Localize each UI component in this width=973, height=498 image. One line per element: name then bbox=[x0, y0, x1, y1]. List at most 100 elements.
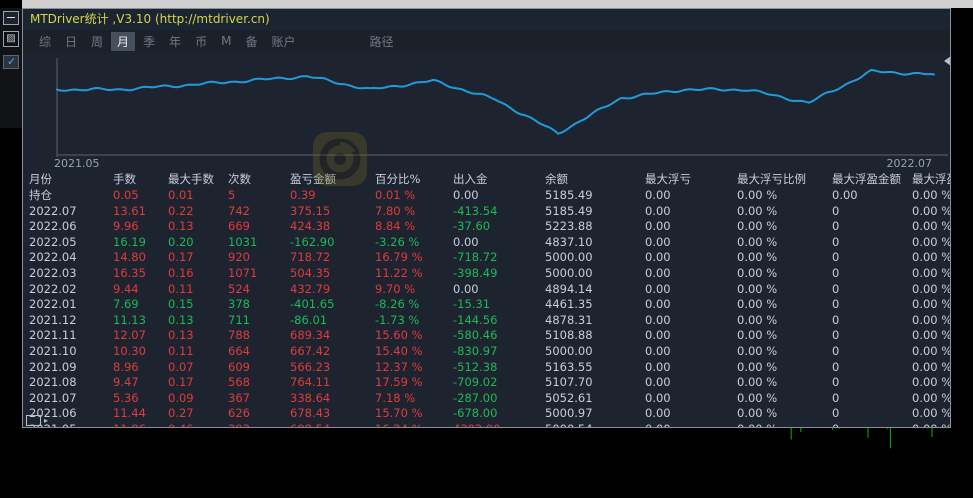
table-cell: 0.00 % bbox=[737, 390, 778, 405]
table-cell: 5000.54 bbox=[545, 422, 645, 427]
table-cell: 5 bbox=[228, 188, 236, 202]
menu-item-ji[interactable]: 季 bbox=[143, 34, 156, 49]
table-cell: 609 bbox=[228, 359, 250, 374]
table-cell: 0.00 bbox=[645, 390, 671, 405]
table-cell: -3.26 % bbox=[375, 234, 420, 249]
table-cell: 2022.06 bbox=[29, 219, 77, 234]
table-cell: 2021.07 bbox=[29, 390, 77, 405]
table-cell: 4461.35 bbox=[545, 297, 593, 312]
table-row: 2022.06 9.96 0.13 669 424.38 8.84 % -37.60 5223… bbox=[23, 219, 950, 235]
table-cell: 0 bbox=[832, 234, 840, 249]
table-cell: 378 bbox=[228, 297, 250, 312]
col-header-balance: 余额 bbox=[545, 172, 568, 186]
table-cell: 2021.10 bbox=[29, 343, 77, 358]
table-cell: 12.37 % bbox=[375, 359, 423, 374]
menu-item-zhanghu[interactable]: 账户 bbox=[271, 34, 296, 49]
table-cell: 0.20 bbox=[168, 234, 194, 249]
menu-bar: 综 日 周 月 季 年 币 M 备 账户 路径 bbox=[23, 30, 950, 52]
table-row: 2022.01 7.69 0.15 378 -401.65 -8.26 % -15.31 44… bbox=[23, 297, 950, 313]
table-cell: 764.11 bbox=[290, 375, 331, 390]
table-cell: 432.79 bbox=[290, 281, 331, 296]
table-cell: 424.38 bbox=[290, 219, 331, 234]
table-cell: 4837.10 bbox=[545, 234, 593, 249]
table-row: 2021.11 12.07 0.13 788 689.34 15.60 % -580.46 5… bbox=[23, 328, 950, 344]
minimize-button[interactable] bbox=[3, 11, 19, 25]
table-cell: 2022.05 bbox=[29, 234, 77, 249]
table-cell: 0.00 % bbox=[912, 359, 951, 374]
chevron-right-icon[interactable]: ▸ bbox=[44, 416, 49, 425]
table-cell: -398.49 bbox=[453, 265, 498, 280]
table-cell: 0.00 bbox=[645, 343, 671, 358]
table-cell: 5.36 bbox=[113, 390, 139, 405]
table-cell: 0.00 % bbox=[912, 188, 951, 202]
table-cell: 0.00 % bbox=[912, 422, 950, 427]
table-cell: 11.22 % bbox=[375, 265, 423, 280]
menu-item-ri[interactable]: 日 bbox=[65, 34, 78, 49]
table-cell: 566.23 bbox=[290, 359, 331, 374]
table-cell: 0 bbox=[832, 203, 840, 218]
table-cell: -512.38 bbox=[453, 359, 498, 374]
menu-item-yue[interactable]: 月 bbox=[111, 31, 136, 51]
table-cell: 5000.00 bbox=[545, 343, 593, 358]
table-cell: 2022.03 bbox=[29, 265, 77, 280]
table-cell: 711 bbox=[228, 312, 250, 327]
table-cell: 12.07 bbox=[113, 328, 146, 343]
menu-item-path[interactable]: 路径 bbox=[369, 34, 394, 49]
table-cell: 13.61 bbox=[113, 203, 146, 218]
table-cell: 4302.00 bbox=[453, 422, 545, 427]
table-cell: 0 bbox=[832, 375, 840, 390]
table-cell: -37.60 bbox=[453, 219, 491, 234]
table-cell: 10.30 bbox=[113, 343, 146, 358]
table-cell: 2021.05 bbox=[23, 422, 113, 427]
table-cell: 2022.04 bbox=[29, 250, 77, 265]
table-cell: 0.00 bbox=[645, 375, 671, 390]
table-cell: 0.00 bbox=[832, 188, 858, 202]
table-row: 2022.03 16.35 0.16 1071 504.35 11.22 % -398.49… bbox=[23, 265, 950, 282]
table-cell: -413.54 bbox=[453, 203, 498, 218]
menu-item-m[interactable]: M bbox=[221, 34, 232, 48]
table-cell: 0.00 % bbox=[737, 219, 778, 234]
table-cell: 2022.02 bbox=[29, 281, 77, 296]
table-cell: -287.00 bbox=[453, 390, 498, 405]
col-header-max-floating-loss-ratio: 最大浮亏比例 bbox=[737, 172, 806, 186]
table-cell: 0.00 % bbox=[912, 281, 951, 296]
table-cell: 0.00 % bbox=[912, 203, 951, 218]
statistics-panel: MTDriver统计 ,V3.10 (http://mtdriver.cn) 综… bbox=[22, 8, 951, 428]
minus-icon bbox=[7, 17, 15, 18]
menu-item-zong[interactable]: 综 bbox=[39, 34, 52, 49]
menu-item-zhou[interactable]: 周 bbox=[91, 34, 104, 49]
table-cell: 0.00 % bbox=[737, 265, 778, 280]
table-row: 2021.07 5.36 0.09 367 338.64 7.18 % -287.00 505… bbox=[23, 390, 950, 407]
menu-item-bei[interactable]: 备 bbox=[245, 34, 258, 49]
col-header-percent: 百分比% bbox=[375, 172, 421, 186]
menu-item-bi[interactable]: 币 bbox=[195, 34, 208, 49]
table-cell: 14.80 bbox=[113, 250, 146, 265]
checkbox-toggle[interactable]: ✓ bbox=[3, 55, 19, 69]
desktop-top-strip bbox=[0, 0, 973, 8]
move-icon[interactable]: ▨ bbox=[3, 31, 19, 47]
table-row: 2021.08 9.47 0.17 568 764.11 17.59 % -709.02 51… bbox=[23, 375, 950, 391]
table-row: 2021.12 11.13 0.13 711 -86.01 -1.73 % -144.56 4… bbox=[23, 312, 951, 329]
table-cell: 0.22 bbox=[168, 203, 194, 218]
menu-item-nian[interactable]: 年 bbox=[169, 34, 182, 49]
table-cell: 0.05 bbox=[113, 188, 139, 202]
table-cell: 0.00 % bbox=[737, 406, 778, 421]
x-axis-start-label: 2021.05 bbox=[54, 157, 100, 170]
table-cell: 0.00 bbox=[453, 188, 479, 202]
col-header-month: 月份 bbox=[29, 172, 52, 186]
col-header-lots: 手数 bbox=[113, 172, 136, 186]
table-cell: -144.56 bbox=[453, 312, 498, 327]
table-cell: 2021.12 bbox=[29, 312, 77, 327]
table-cell: 1071 bbox=[228, 265, 258, 280]
table-cell: 0.01 % bbox=[375, 188, 416, 202]
table-cell: 0.00 % bbox=[912, 312, 951, 327]
table-cell: 0.00 % bbox=[912, 343, 951, 358]
table-row: 2022.02 9.44 0.11 524 432.79 9.70 % 0.00 4894.1… bbox=[23, 281, 951, 298]
table-cell: 375.15 bbox=[290, 203, 331, 218]
table-cell: 0.00 bbox=[645, 203, 671, 218]
table-cell: 669 bbox=[228, 219, 250, 234]
table-cell: 0 bbox=[832, 250, 840, 265]
table-cell: 0.15 bbox=[168, 297, 194, 312]
table-cell: 0.00 % bbox=[737, 359, 778, 374]
window-box-icon[interactable] bbox=[26, 415, 41, 426]
